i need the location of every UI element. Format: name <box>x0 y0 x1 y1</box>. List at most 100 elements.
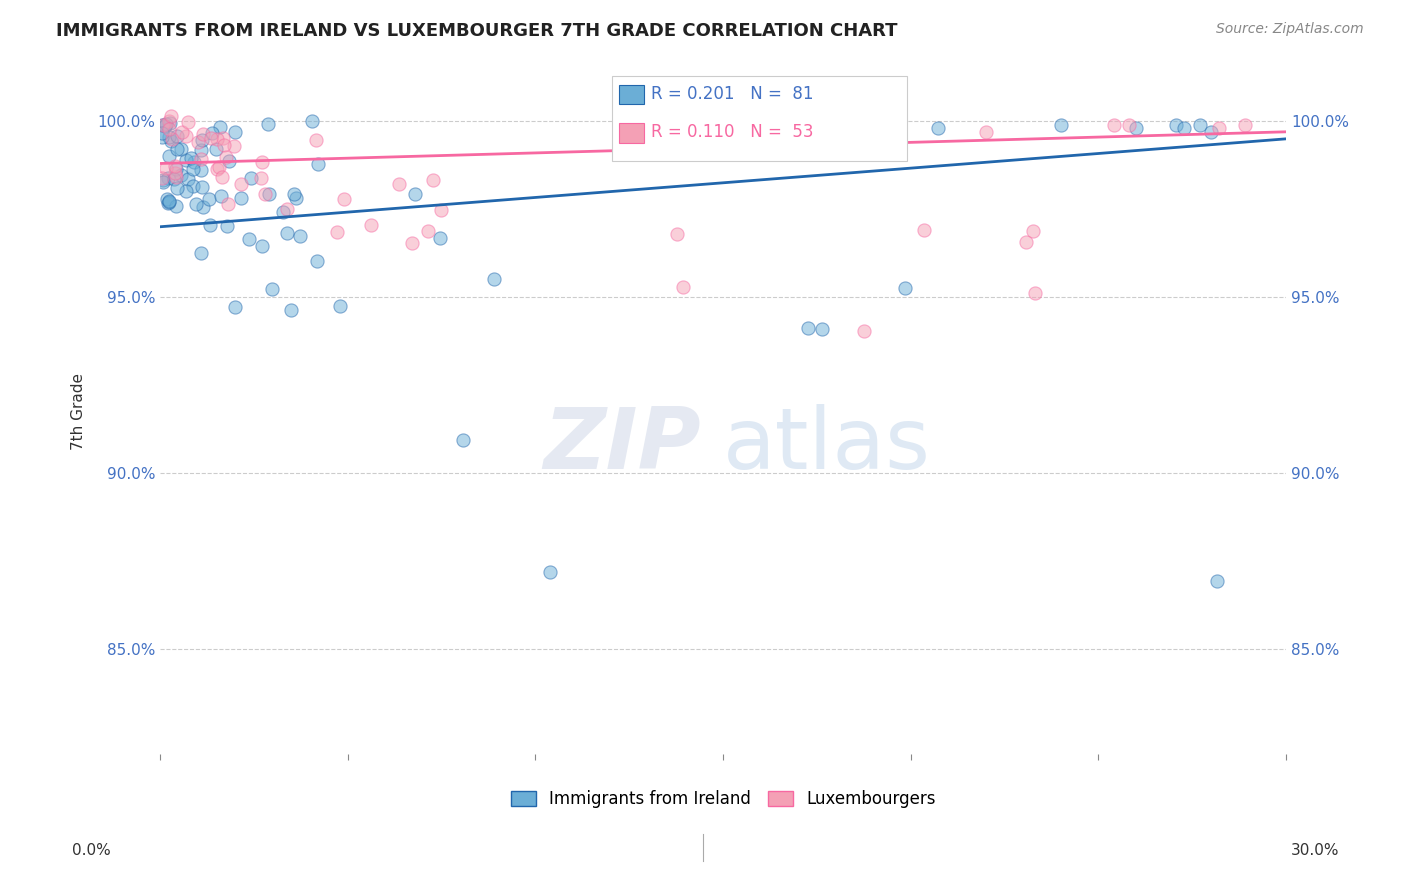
Point <box>927 121 949 136</box>
Point <box>152 118 174 132</box>
Point <box>193 128 215 142</box>
Point <box>482 271 505 285</box>
Point <box>810 322 832 336</box>
Point <box>165 166 187 180</box>
Text: ZIP: ZIP <box>543 404 700 487</box>
Point <box>217 196 239 211</box>
Point <box>1021 224 1043 238</box>
Point <box>187 135 209 149</box>
Point <box>1049 118 1071 132</box>
Point <box>665 227 688 242</box>
Point <box>190 133 212 147</box>
Point <box>160 135 183 149</box>
Point <box>204 142 226 156</box>
Point <box>150 171 173 186</box>
Point <box>170 142 193 156</box>
Point <box>201 126 224 140</box>
Point <box>190 163 212 178</box>
Point <box>238 232 260 246</box>
Point <box>283 186 305 201</box>
Point <box>156 170 179 185</box>
Point <box>288 229 311 244</box>
Point <box>160 109 183 123</box>
Point <box>538 566 561 580</box>
Point <box>853 324 876 338</box>
Point <box>326 225 349 239</box>
Point <box>150 118 173 132</box>
Point <box>176 185 198 199</box>
Point <box>160 132 183 146</box>
Point <box>276 226 298 240</box>
Point <box>1205 574 1227 588</box>
Point <box>250 239 273 253</box>
Point <box>152 175 174 189</box>
Point <box>1015 235 1038 250</box>
Point <box>157 130 180 145</box>
Point <box>1024 286 1046 301</box>
Point <box>1118 118 1140 132</box>
Point <box>260 281 283 295</box>
Point <box>250 171 273 186</box>
Point <box>156 192 179 206</box>
Point <box>157 194 180 209</box>
Point <box>190 246 212 260</box>
Point <box>229 178 252 192</box>
Point <box>152 172 174 186</box>
Point <box>1189 118 1212 132</box>
Point <box>912 223 935 237</box>
Point <box>163 159 186 173</box>
Point <box>205 161 228 176</box>
Y-axis label: 7th Grade: 7th Grade <box>72 373 86 450</box>
Point <box>239 171 262 186</box>
Point <box>301 114 323 128</box>
Point <box>157 194 180 209</box>
Point <box>170 168 193 182</box>
Point <box>150 130 173 145</box>
Point <box>166 180 188 194</box>
Point <box>224 125 246 139</box>
Point <box>165 161 187 176</box>
Point <box>974 125 997 139</box>
Point <box>404 187 426 202</box>
Point <box>165 170 187 185</box>
Point <box>208 120 231 135</box>
Point <box>218 153 240 168</box>
Point <box>222 139 245 153</box>
Point <box>1173 121 1195 136</box>
Text: 30.0%: 30.0% <box>1291 843 1339 858</box>
Point <box>429 202 451 217</box>
Point <box>280 303 302 318</box>
Point <box>183 155 205 169</box>
Point <box>176 172 198 186</box>
Point <box>215 150 238 164</box>
Point <box>155 117 177 131</box>
Point <box>181 161 204 176</box>
Point <box>894 281 917 295</box>
Point <box>257 117 280 131</box>
Point <box>190 143 212 157</box>
Point <box>422 173 444 187</box>
Point <box>198 219 221 233</box>
Point <box>271 205 294 219</box>
Point <box>174 128 197 143</box>
Point <box>157 121 180 136</box>
Point <box>211 170 233 185</box>
Point <box>163 172 186 186</box>
Point <box>250 154 273 169</box>
Point <box>200 131 222 145</box>
Point <box>1125 121 1147 136</box>
Point <box>1233 118 1256 132</box>
Point <box>360 218 382 232</box>
Text: IMMIGRANTS FROM IRELAND VS LUXEMBOURGER 7TH GRADE CORRELATION CHART: IMMIGRANTS FROM IRELAND VS LUXEMBOURGER … <box>56 22 898 40</box>
Point <box>229 191 252 205</box>
Point <box>170 125 193 139</box>
Text: R = 0.201   N =  81: R = 0.201 N = 81 <box>651 85 814 103</box>
Point <box>217 219 239 233</box>
Point <box>156 196 179 211</box>
Text: 0.0%: 0.0% <box>72 843 111 858</box>
Point <box>388 177 411 191</box>
Point <box>401 235 423 250</box>
Legend: Immigrants from Ireland, Luxembourgers: Immigrants from Ireland, Luxembourgers <box>505 783 942 814</box>
Text: atlas: atlas <box>723 404 931 487</box>
Point <box>824 121 846 136</box>
